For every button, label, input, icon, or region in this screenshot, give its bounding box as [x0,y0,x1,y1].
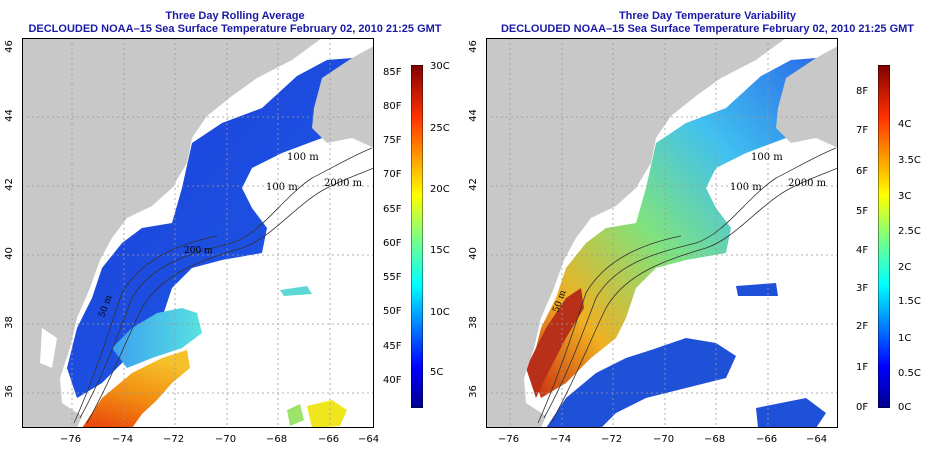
lat-tick: 36 [3,385,15,398]
mid-shelf-cyan [112,308,202,368]
land-nova-scotia [776,46,838,148]
left-colorbar [411,65,423,408]
lon-tick: −66 [756,434,778,445]
warm-patch-east [307,400,347,428]
right-map-title: Three Day Temperature Variability [618,10,797,22]
lon-tick: −76 [60,434,82,445]
colorbar-f-tick: 75F [383,135,402,146]
variability-blue-patch-east [756,398,826,428]
lat-tick: 46 [467,40,479,53]
right-variability-map: 100 m 2000 m 100 m 50 m [486,38,838,428]
lat-tick: 44 [467,109,479,122]
lon-tick: −70 [653,434,675,445]
colorbar-c-tick: 1C [898,333,912,344]
contour-label: 2000 m [788,178,827,189]
colorbar-f-tick: 6F [856,166,869,177]
land-nova-scotia [312,46,374,148]
colorbar-c-tick: 3C [898,191,912,202]
colorbar-f-tick: 2F [856,321,869,332]
colorbar-f-tick: 80F [383,101,402,112]
colorbar-f-tick: 60F [383,238,402,249]
colorbar-f-tick: 40F [383,375,402,386]
colorbar-f-tick: 8F [856,86,869,97]
lon-tick: −74 [550,434,572,445]
colorbar-f-tick: 1F [856,362,869,373]
contour-label: 100 m [287,152,319,163]
colorbar-c-tick: 3.5C [898,155,921,166]
colorbar-c-tick: 4C [898,119,912,130]
colorbar-c-tick: 0C [898,402,912,413]
variability-blue-patch-mid [736,283,778,296]
left-map-title: Three Day Rolling Average [165,10,305,22]
right-map-subtitle: DECLOUDED NOAA–15 Sea Surface Temperatur… [500,23,915,35]
lat-tick: 42 [3,178,15,191]
cyan-patch [280,286,312,296]
warm-patch-mid [287,404,304,426]
lon-tick: −64 [806,434,828,445]
lon-tick: −74 [112,434,134,445]
colorbar-c-tick: 0.5C [898,368,921,379]
land-delmarva-islands [40,328,57,368]
colorbar-c-tick: 10C [430,307,450,318]
colorbar-c-tick: 25C [430,123,450,134]
contour-label: 100 m [730,182,762,193]
colorbar-c-tick: 30C [430,61,450,72]
lon-tick: −68 [704,434,726,445]
gulf-stream-warm [82,350,190,428]
lon-tick: −76 [498,434,520,445]
colorbar-f-tick: 55F [383,272,402,283]
left-sst-map: 100 m 2000 m 100 m 200 m 50 m [22,38,374,428]
colorbar-f-tick: 50F [383,306,402,317]
lat-tick: 46 [3,40,15,53]
contour-label: 100 m [266,182,298,193]
colorbar-c-tick: 15C [430,245,450,256]
lon-tick: −70 [215,434,237,445]
lon-tick: −68 [266,434,288,445]
colorbar-c-tick: 2C [898,262,912,273]
colorbar-f-tick: 65F [383,204,402,215]
lat-tick: 38 [3,316,15,329]
lat-tick: 40 [3,247,15,260]
colorbar-f-tick: 3F [856,283,869,294]
colorbar-f-tick: 70F [383,169,402,180]
lat-tick: 42 [467,178,479,191]
left-map-subtitle: DECLOUDED NOAA–15 Sea Surface Temperatur… [28,23,442,35]
lat-tick: 36 [467,385,479,398]
variability-high-band [526,288,584,398]
lon-tick: −64 [358,434,380,445]
land-us-coast [486,38,786,428]
contour-label: 100 m [751,152,783,163]
colorbar-f-tick: 0F [856,402,869,413]
land-us-coast [22,38,322,428]
lon-tick: −72 [601,434,623,445]
colorbar-f-tick: 7F [856,125,869,136]
colorbar-f-tick: 4F [856,245,869,256]
colorbar-c-tick: 1.5C [898,296,921,307]
right-colorbar [878,65,890,408]
lat-tick: 44 [3,109,15,122]
lon-tick: −72 [163,434,185,445]
lat-tick: 40 [467,247,479,260]
colorbar-c-tick: 20C [430,184,450,195]
colorbar-f-tick: 85F [383,67,402,78]
colorbar-c-tick: 2.5C [898,226,921,237]
colorbar-f-tick: 45F [383,341,402,352]
colorbar-c-tick: 5C [430,367,444,378]
lat-tick: 38 [467,316,479,329]
contour-label: 200 m [184,246,213,256]
contour-label: 2000 m [324,178,363,189]
variability-offshore-blue [546,338,736,428]
colorbar-f-tick: 5F [856,206,869,217]
lon-tick: −66 [318,434,340,445]
